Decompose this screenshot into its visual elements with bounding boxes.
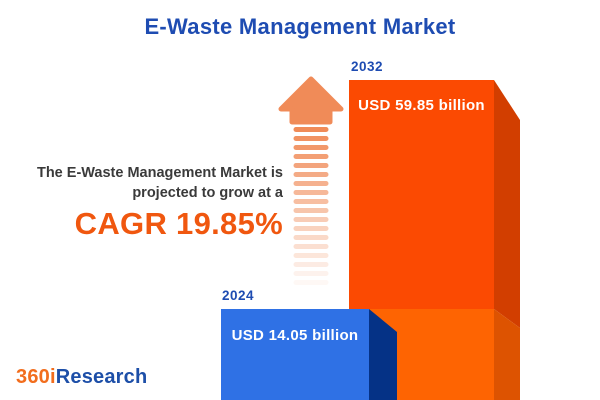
- bar-2032-side-upper: [494, 80, 520, 328]
- arrow-head: [278, 76, 344, 125]
- bar-2024: [221, 309, 397, 400]
- annotation-line-1: The E-Waste Management Market is: [36, 165, 283, 181]
- value-label-2032: USD 59.85 billion: [358, 97, 485, 114]
- growth-arrow-icon: [278, 76, 344, 285]
- bar-2032-front-upper: [349, 80, 494, 309]
- growth-annotation: The E-Waste Management Market is project…: [0, 163, 283, 242]
- year-label-2024: 2024: [222, 288, 255, 303]
- annotation-line-2: projected to grow at a: [132, 185, 283, 201]
- year-label-2032: 2032: [351, 59, 384, 74]
- cagr-value: CAGR 19.85%: [74, 206, 283, 241]
- bar-2024-front: [221, 309, 369, 400]
- logo-research: Research: [55, 366, 148, 388]
- bar-2024-side: [369, 309, 397, 400]
- page-title: E-Waste Management Market: [144, 14, 456, 39]
- logo-360i: 360i: [16, 366, 56, 388]
- logo: 360iResearch: [16, 366, 147, 389]
- bar-2032: [349, 80, 520, 400]
- value-label-2024: USD 14.05 billion: [231, 327, 359, 344]
- bar-2032-side-lower: [494, 309, 520, 400]
- arrow-stripes: [293, 127, 329, 285]
